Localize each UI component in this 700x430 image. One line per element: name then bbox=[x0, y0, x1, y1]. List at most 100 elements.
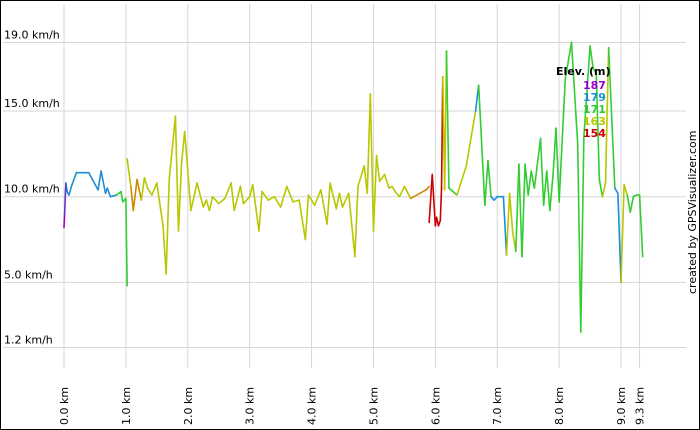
speed-segment bbox=[298, 199, 307, 241]
speed-segment bbox=[527, 170, 533, 196]
speed-segment bbox=[555, 127, 560, 203]
speed-segment bbox=[177, 161, 183, 232]
x-tick-label: 1.0 km bbox=[120, 387, 133, 425]
speed-segment bbox=[617, 192, 622, 284]
speed-segment bbox=[502, 195, 508, 256]
speed-segment bbox=[140, 177, 146, 201]
y-tick-label: 5.0 km/h bbox=[4, 268, 53, 281]
speed-segment bbox=[130, 185, 135, 212]
speed-segment bbox=[70, 171, 78, 188]
speed-segment bbox=[267, 195, 276, 201]
speed-segment bbox=[125, 197, 128, 287]
speed-segment bbox=[576, 142, 582, 333]
speed-segment bbox=[329, 182, 338, 210]
x-tick-label: 7.0 km bbox=[491, 387, 504, 425]
speed-segment bbox=[354, 185, 359, 258]
speed-segment bbox=[211, 195, 220, 205]
speed-segment bbox=[261, 190, 270, 201]
speed-segment bbox=[445, 50, 450, 189]
speed-segment bbox=[151, 182, 158, 196]
speed-segment bbox=[372, 154, 378, 232]
x-tick-label: 2.0 km bbox=[182, 387, 195, 425]
x-tick-label: 9.0 km bbox=[615, 387, 628, 425]
speed-segment bbox=[477, 84, 486, 207]
speed-segment bbox=[465, 110, 477, 167]
speed-segment bbox=[383, 173, 390, 189]
x-tick-label: 9.3 km bbox=[634, 387, 647, 425]
y-tick-label: 15.0 km/h bbox=[4, 97, 60, 110]
speed-segment bbox=[579, 135, 585, 333]
speed-segment bbox=[115, 190, 122, 196]
x-tick-label: 6.0 km bbox=[429, 387, 442, 425]
speed-segment bbox=[439, 187, 443, 222]
speed-segment bbox=[313, 189, 322, 207]
x-tick-label: 0.0 km bbox=[58, 387, 71, 425]
speed-segment bbox=[378, 173, 386, 183]
speed-segment bbox=[533, 137, 542, 189]
y-tick-label: 10.0 km/h bbox=[4, 183, 60, 196]
speed-segment bbox=[391, 185, 396, 193]
speed-segment bbox=[168, 115, 177, 181]
series-2 bbox=[428, 41, 644, 333]
speed-segment bbox=[180, 130, 186, 164]
speed-segment bbox=[63, 213, 66, 229]
legend-entry-163: 163 bbox=[583, 115, 606, 128]
speed-segment bbox=[258, 190, 263, 232]
speed-segment bbox=[505, 192, 511, 256]
speed-segment bbox=[375, 154, 381, 183]
speed-segment bbox=[592, 67, 598, 75]
speed-segment bbox=[448, 187, 458, 196]
speed-segment bbox=[120, 190, 124, 203]
speed-segment bbox=[239, 185, 245, 205]
plot-layer bbox=[63, 41, 644, 333]
legend-entry-187: 187 bbox=[583, 79, 606, 92]
speed-segment bbox=[431, 173, 437, 227]
y-tick-label: 19.0 km/h bbox=[4, 29, 60, 42]
speed-segment bbox=[398, 185, 406, 198]
legend-entry-154: 154 bbox=[583, 127, 606, 140]
speed-segment bbox=[230, 182, 235, 212]
speed-segment bbox=[233, 185, 242, 212]
speed-segment bbox=[109, 194, 118, 198]
speed-segment bbox=[165, 178, 171, 275]
speed-segment bbox=[357, 165, 365, 188]
speed-segment bbox=[132, 178, 138, 212]
speed-segment bbox=[68, 185, 73, 196]
speed-segment bbox=[304, 194, 310, 241]
x-tick-label: 8.0 km bbox=[553, 387, 566, 425]
speed-segment bbox=[338, 192, 344, 208]
x-tick-label: 5.0 km bbox=[367, 387, 380, 425]
speed-segment bbox=[638, 194, 644, 258]
series-1 bbox=[126, 93, 430, 275]
speed-segment bbox=[394, 190, 401, 198]
speed-segment bbox=[604, 46, 610, 184]
speed-segment bbox=[508, 192, 514, 234]
speed-segment bbox=[626, 194, 632, 213]
speed-segment bbox=[217, 197, 226, 205]
speed-segment bbox=[524, 163, 529, 196]
speed-segment bbox=[583, 45, 591, 138]
speed-segment bbox=[598, 178, 604, 198]
speed-segment bbox=[335, 192, 341, 210]
speed-segment bbox=[545, 170, 551, 212]
speed-segment bbox=[156, 182, 164, 227]
speed-segment bbox=[97, 170, 102, 191]
speed-segment bbox=[100, 170, 107, 195]
speed-segment bbox=[456, 165, 468, 196]
speed-segment bbox=[558, 77, 567, 203]
speed-segment bbox=[437, 219, 442, 227]
speed-segment bbox=[341, 192, 350, 208]
x-tick-label: 4.0 km bbox=[306, 387, 319, 425]
speed-segment bbox=[428, 173, 434, 224]
series-0 bbox=[63, 170, 128, 287]
speed-segment bbox=[87, 171, 99, 191]
speed-segment bbox=[564, 41, 573, 80]
credit-text: created by GPSVisualizer.com bbox=[686, 130, 699, 294]
speed-segment bbox=[425, 185, 430, 191]
speed-segment bbox=[521, 163, 526, 258]
speed-segment bbox=[273, 195, 282, 208]
speed-segment bbox=[539, 137, 545, 207]
speed-segment bbox=[326, 182, 331, 225]
